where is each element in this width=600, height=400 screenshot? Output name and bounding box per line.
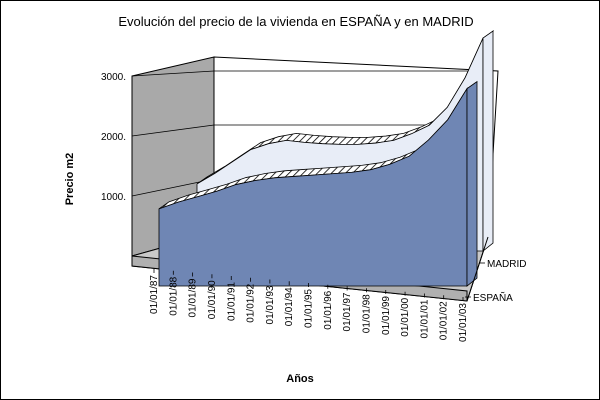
x-tick-label: 01/01/93 (265, 285, 276, 324)
x-tick-label: 01/01/94 (284, 287, 295, 326)
y-tick-labels: 3000. 2000. 1000. (101, 72, 126, 203)
x-tick-label: 01/01/00 (400, 297, 411, 336)
series-label-madrid: MADRID (487, 259, 526, 270)
gridline (131, 70, 493, 77)
series-end-1 (482, 30, 494, 252)
y-axis-label: Precio m2 (64, 153, 76, 206)
x-tick-label: 01/01/91 (226, 282, 237, 321)
x-tick-label: 01/01/01 (419, 299, 430, 338)
x-tick-label: 01/01/97 (342, 292, 353, 331)
series-labels: ESPAÑA MADRID (465, 236, 526, 304)
depth-axis (466, 236, 489, 302)
y-tick-label: 2000. (101, 132, 126, 143)
x-tick-label: 01/01/03 (458, 303, 469, 342)
x-tick-label: 01/01/88 (168, 276, 179, 315)
x-tick-label: 01/01/98 (361, 294, 372, 333)
series-end-0 (466, 80, 478, 287)
x-tick-label: 01/01/95 (304, 289, 315, 328)
series-label-españa: ESPAÑA (473, 291, 513, 304)
x-tick-label: 01/01/92 (246, 283, 257, 322)
y-tick-label: 1000. (101, 192, 126, 203)
x-tick-labels: 01/01/87 01/01/88 01/01/89 01/01/90 01/01/91… (149, 269, 469, 342)
x-tick-label: 01/01/02 (439, 301, 450, 340)
x-tick-label: 01/01/89 (188, 278, 199, 317)
x-tick-label: 01/01/96 (323, 290, 334, 329)
x-tick-label: 01/01/99 (381, 296, 392, 335)
chart-title: Evolución del precio de la vivienda en E… (118, 14, 473, 29)
gridline (131, 124, 493, 137)
x-axis-label: Años (286, 373, 314, 385)
series-face-0 (158, 87, 468, 287)
y-tick-label: 3000. (101, 72, 126, 83)
series-layer (158, 29, 494, 287)
x-tick-label: 01/01/87 (149, 275, 160, 314)
x-tick-label: 01/01/90 (207, 280, 218, 319)
